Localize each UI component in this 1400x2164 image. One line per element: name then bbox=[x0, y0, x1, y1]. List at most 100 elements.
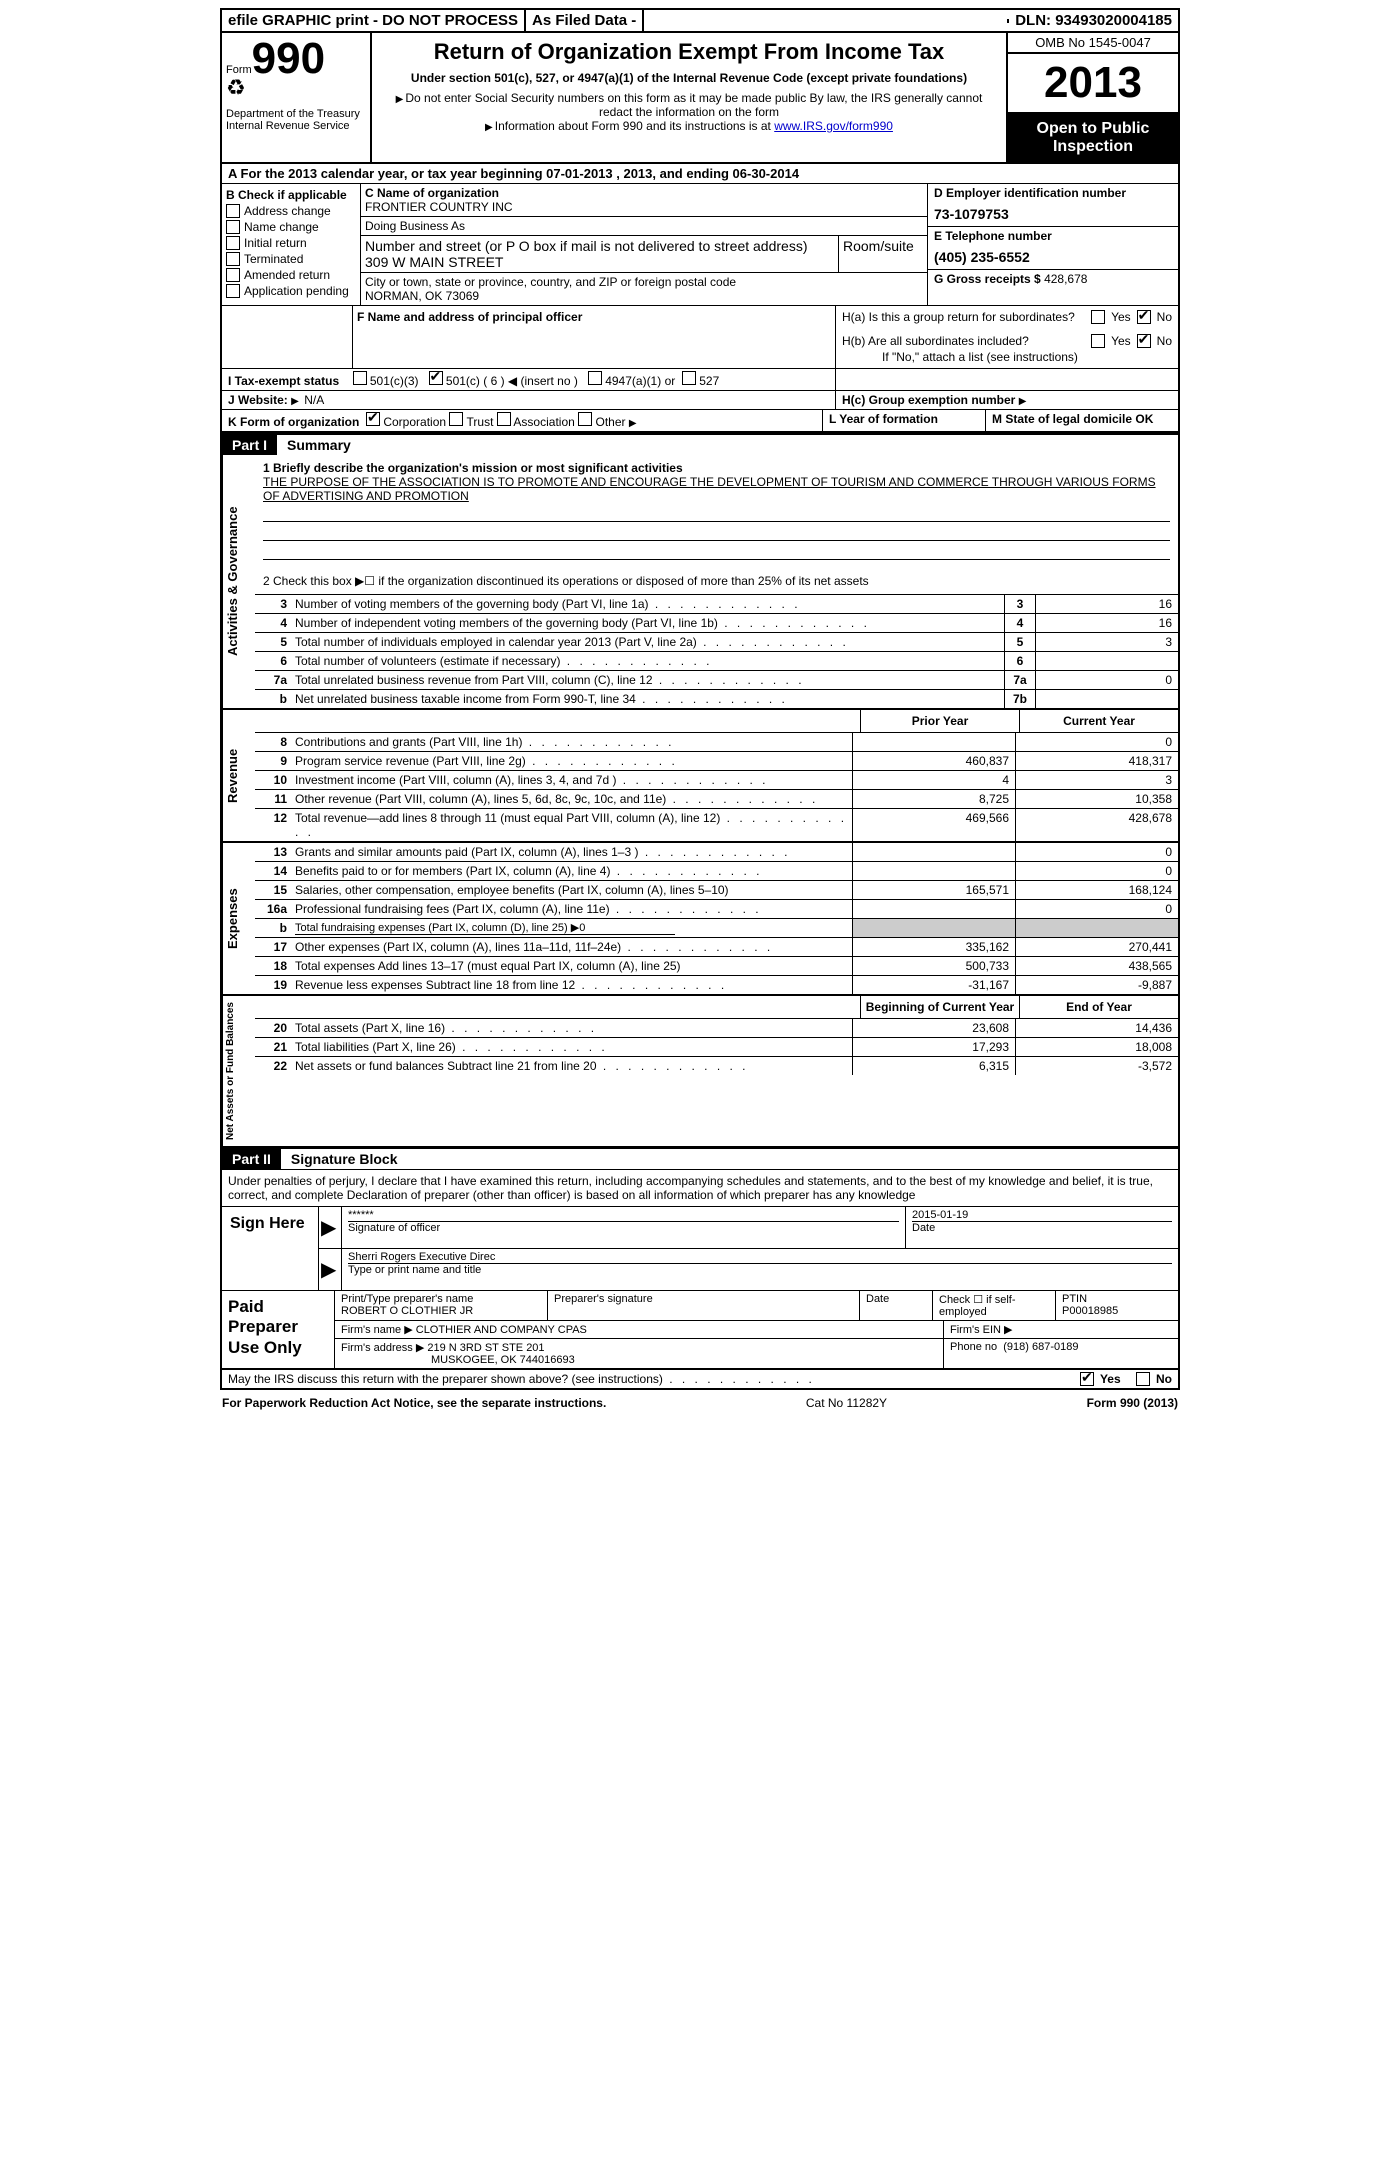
chk-address-change[interactable]: Address change bbox=[226, 204, 356, 218]
side-label-revenue: Revenue bbox=[222, 710, 255, 841]
prior-year-hdr: Prior Year bbox=[861, 710, 1020, 732]
dln: DLN: 93493020004185 bbox=[1009, 10, 1178, 31]
gov-line-5: 5 Total number of individuals employed i… bbox=[255, 633, 1178, 652]
discuss-text: May the IRS discuss this return with the… bbox=[228, 1372, 1080, 1386]
form-of-org: K Form of organization Corporation Trust… bbox=[222, 410, 823, 431]
exp-line-16a: 16aProfessional fundraising fees (Part I… bbox=[255, 900, 1178, 919]
side-label-governance: Activities & Governance bbox=[222, 455, 255, 708]
street-address: 309 W MAIN STREET bbox=[365, 254, 503, 270]
preparer-sig-cell: Preparer's signature bbox=[548, 1291, 860, 1320]
rev-line-10: 10Investment income (Part VIII, column (… bbox=[255, 771, 1178, 790]
sign-here-label: Sign Here bbox=[222, 1207, 319, 1290]
col-b-title: B Check if applicable bbox=[226, 188, 356, 202]
chk-corp[interactable] bbox=[366, 412, 380, 426]
balances-col-header: Beginning of Current Year End of Year bbox=[255, 996, 1178, 1019]
balances-body: Beginning of Current Year End of Year 20… bbox=[255, 996, 1178, 1146]
gross-receipts-cell: G Gross receipts $ 428,678 bbox=[928, 270, 1178, 288]
chk-initial-return[interactable]: Initial return bbox=[226, 236, 356, 250]
rev-line-11: 11Other revenue (Part VIII, column (A), … bbox=[255, 790, 1178, 809]
website-value: N/A bbox=[304, 393, 324, 407]
ptin-value: P00018985 bbox=[1062, 1305, 1118, 1317]
irs-link[interactable]: www.IRS.gov/form990 bbox=[774, 119, 893, 133]
exp-line-17: 17Other expenses (Part IX, column (A), l… bbox=[255, 938, 1178, 957]
part-1-title: Summary bbox=[277, 434, 1178, 455]
paid-preparer-label: Paid Preparer Use Only bbox=[222, 1291, 335, 1368]
signature-redacted: ****** bbox=[348, 1209, 374, 1221]
chk-terminated[interactable]: Terminated bbox=[226, 252, 356, 266]
revenue-body: Prior Year Current Year 8Contributions a… bbox=[255, 710, 1178, 841]
chk-name-change[interactable]: Name change bbox=[226, 220, 356, 234]
fh-left-blank bbox=[222, 306, 353, 368]
subtitle-2: Do not enter Social Security numbers on … bbox=[380, 91, 998, 119]
subtitle-3: Information about Form 990 and its instr… bbox=[380, 119, 998, 133]
firm-phone: (918) 687-0189 bbox=[1003, 1341, 1078, 1353]
dept2: Internal Revenue Service bbox=[226, 120, 366, 132]
signature-date: 2015-01-19 bbox=[912, 1209, 968, 1221]
column-b: B Check if applicable Address change Nam… bbox=[222, 184, 361, 305]
subtitle-1: Under section 501(c), 527, or 4947(a)(1)… bbox=[380, 71, 998, 85]
end-year-hdr: End of Year bbox=[1020, 996, 1178, 1018]
header: Form990 ♻ Department of the Treasury Int… bbox=[220, 33, 1180, 164]
firm-address-cell: Firm's address ▶ 219 N 3RD ST STE 201 MU… bbox=[335, 1339, 944, 1368]
chk-501c3[interactable] bbox=[353, 371, 367, 385]
ein-cell: D Employer identification number 73-1079… bbox=[928, 184, 1178, 227]
discuss-yes-no[interactable]: Yes No bbox=[1080, 1372, 1172, 1386]
preparer-name: ROBERT O CLOTHIER JR bbox=[341, 1305, 473, 1317]
ha-yes-no[interactable]: YesNo bbox=[1091, 310, 1172, 324]
firm-phone-cell: Phone no (918) 687-0189 bbox=[944, 1339, 1178, 1368]
preparer-name-cell: Print/Type preparer's nameROBERT O CLOTH… bbox=[335, 1291, 548, 1320]
exp-line-14: 14Benefits paid to or for members (Part … bbox=[255, 862, 1178, 881]
footer-right: Form 990 (2013) bbox=[1087, 1396, 1178, 1410]
mission-text: THE PURPOSE OF THE ASSOCIATION IS TO PRO… bbox=[263, 475, 1156, 503]
rev-line-12: 12Total revenue—add lines 8 through 11 (… bbox=[255, 809, 1178, 841]
sign-here-block: Sign Here ▶ ****** Signature of officer … bbox=[220, 1206, 1180, 1290]
year-formation: L Year of formation bbox=[823, 410, 986, 431]
blank-line-1 bbox=[263, 505, 1170, 522]
chk-other[interactable] bbox=[578, 412, 592, 426]
ptin-cell: PTINP00018985 bbox=[1056, 1291, 1178, 1320]
omb-number: OMB No 1545-0047 bbox=[1008, 33, 1178, 54]
hb-attach-note bbox=[836, 369, 1178, 390]
h-questions: H(a) Is this a group return for subordin… bbox=[836, 306, 1178, 368]
telephone-value: (405) 235-6552 bbox=[934, 243, 1172, 267]
chk-amended[interactable]: Amended return bbox=[226, 268, 356, 282]
beg-year-hdr: Beginning of Current Year bbox=[861, 996, 1020, 1018]
chk-4947[interactable] bbox=[588, 371, 602, 385]
top-spacer bbox=[644, 19, 1009, 23]
part-2-title: Signature Block bbox=[281, 1148, 1178, 1169]
bal-line-22: 22Net assets or fund balances Subtract l… bbox=[255, 1057, 1178, 1075]
chk-pending[interactable]: Application pending bbox=[226, 284, 356, 298]
city-state-zip: NORMAN, OK 73069 bbox=[365, 289, 479, 303]
preparer-date-cell: Date bbox=[860, 1291, 933, 1320]
inspection-badge: Open to Public Inspection bbox=[1008, 114, 1178, 162]
chk-527[interactable] bbox=[682, 371, 696, 385]
balances-section: Net Assets or Fund Balances Beginning of… bbox=[220, 994, 1180, 1148]
tax-year: 2013 bbox=[1008, 54, 1178, 114]
row-j: J Website: N/A H(c) Group exemption numb… bbox=[220, 390, 1180, 409]
firm-name-cell: Firm's name ▶ CLOTHIER AND COMPANY CPAS bbox=[335, 1321, 944, 1338]
chk-assoc[interactable] bbox=[497, 412, 511, 426]
mission-q1: 1 Briefly describe the organization's mi… bbox=[255, 455, 1178, 568]
discuss-row: May the IRS discuss this return with the… bbox=[220, 1370, 1180, 1390]
preparer-row-1: Print/Type preparer's nameROBERT O CLOTH… bbox=[335, 1291, 1178, 1321]
paid-preparer-block: Paid Preparer Use Only Print/Type prepar… bbox=[220, 1290, 1180, 1370]
current-year-hdr: Current Year bbox=[1020, 710, 1178, 732]
dept1: Department of the Treasury bbox=[226, 108, 366, 120]
website-cell: J Website: N/A bbox=[222, 391, 836, 409]
room-cell: Room/suite bbox=[839, 236, 927, 272]
gov-line-6: 6 Total number of volunteers (estimate i… bbox=[255, 652, 1178, 671]
as-filed: As Filed Data - bbox=[526, 10, 644, 31]
chk-trust[interactable] bbox=[449, 412, 463, 426]
preparer-row-2: Firm's name ▶ CLOTHIER AND COMPANY CPAS … bbox=[335, 1321, 1178, 1339]
principal-officer-cell: F Name and address of principal officer bbox=[353, 306, 836, 368]
top-bar: efile GRAPHIC print - DO NOT PROCESS As … bbox=[220, 8, 1180, 33]
hb-row: H(b) Are all subordinates included? YesN… bbox=[842, 334, 1172, 348]
header-right: OMB No 1545-0047 2013 Open to Public Ins… bbox=[1008, 33, 1178, 162]
row-i: I Tax-exempt status 501(c)(3) 501(c) ( 6… bbox=[220, 368, 1180, 390]
hb-yes-no[interactable]: YesNo bbox=[1091, 334, 1172, 348]
firm-address-2: MUSKOGEE, OK 744016693 bbox=[431, 1354, 575, 1366]
header-mid: Return of Organization Exempt From Incom… bbox=[372, 33, 1008, 162]
signature-date-cell: 2015-01-19 Date bbox=[906, 1207, 1178, 1248]
form-page: efile GRAPHIC print - DO NOT PROCESS As … bbox=[212, 0, 1188, 1424]
chk-501c[interactable] bbox=[429, 371, 443, 385]
